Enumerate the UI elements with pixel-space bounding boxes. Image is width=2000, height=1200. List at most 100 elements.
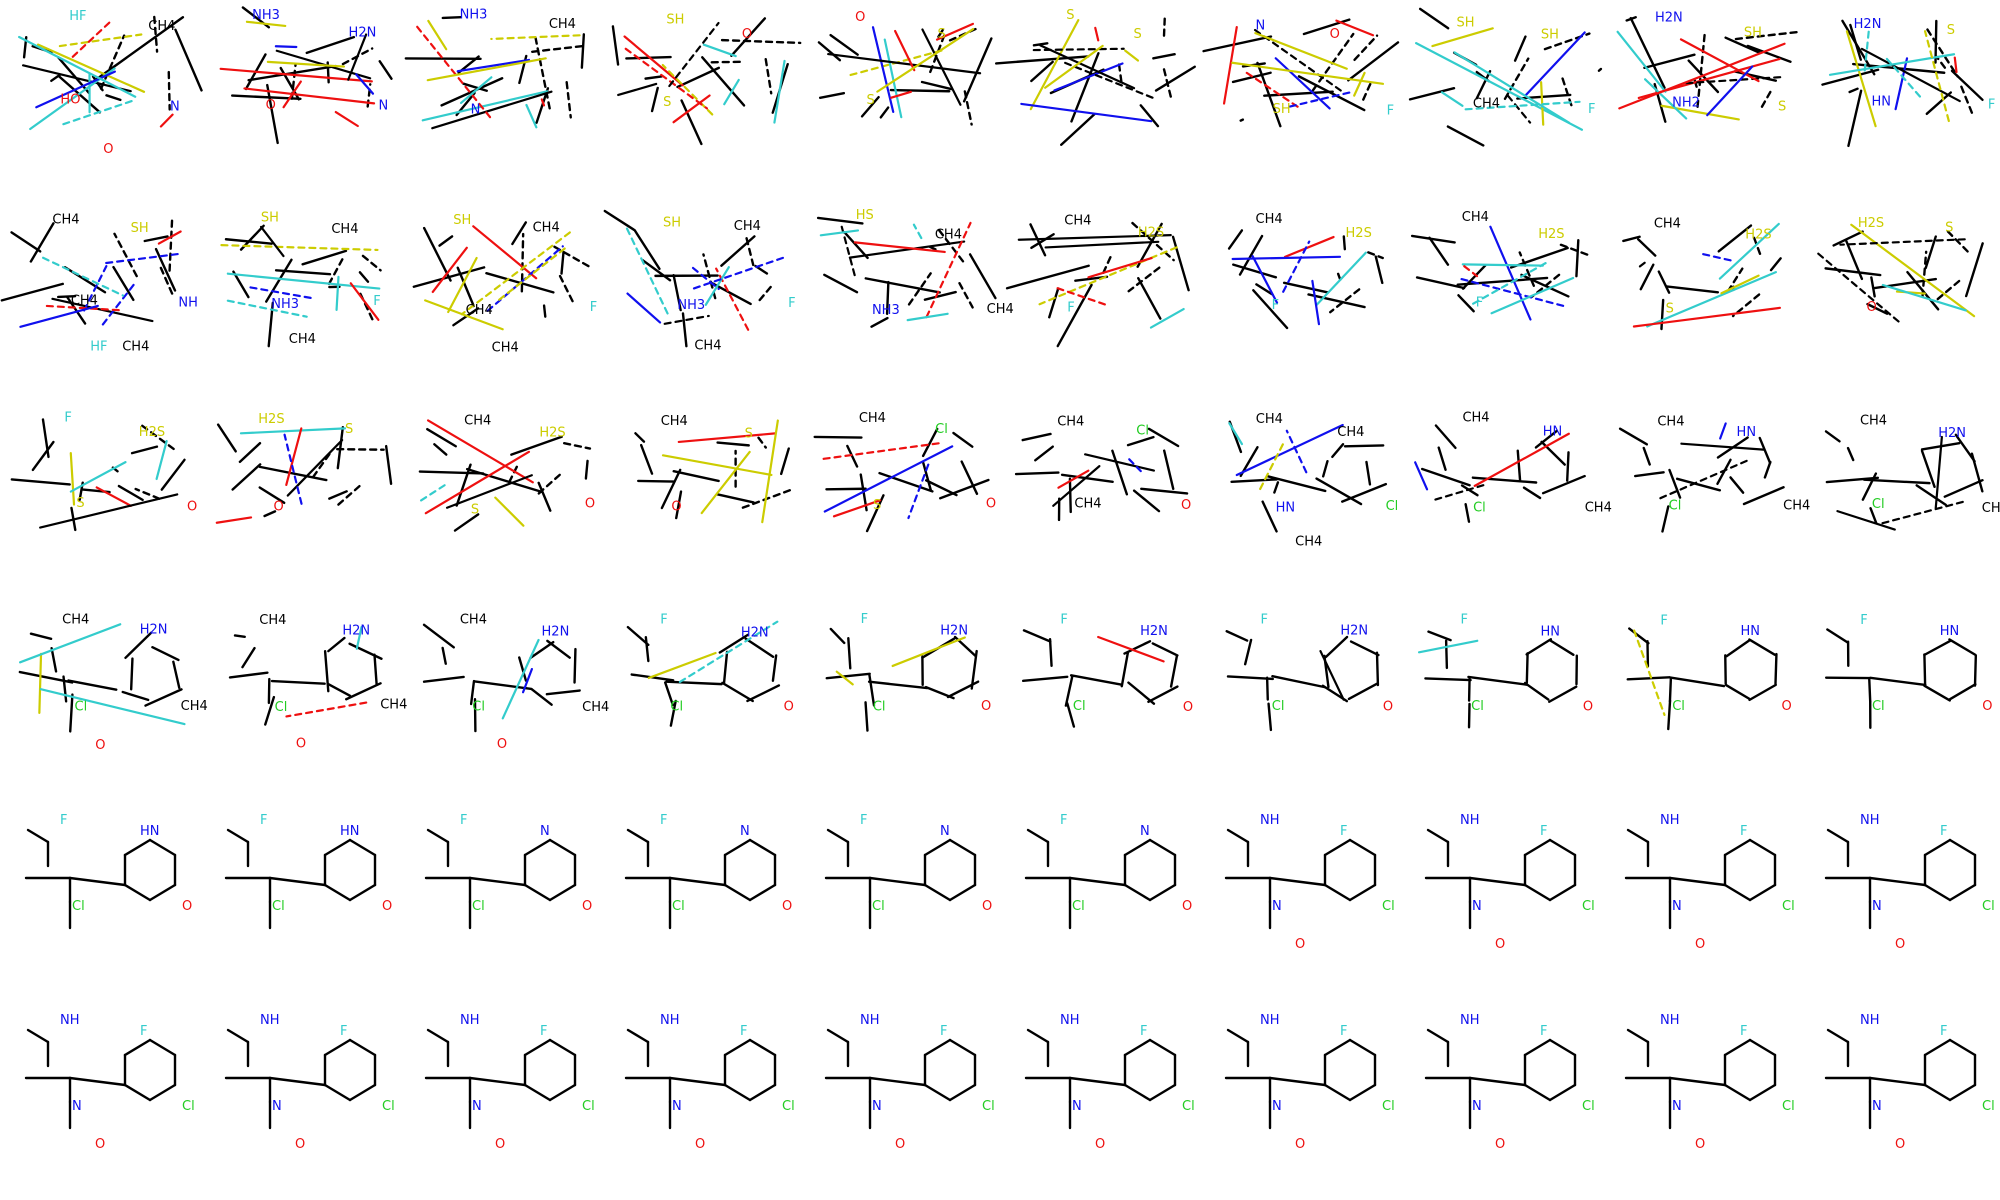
bond [923,1083,952,1102]
bond [334,110,359,128]
bond [864,277,941,294]
bond [1618,42,1786,110]
bond [1748,683,1777,702]
bond [10,478,71,486]
bond [1506,94,1532,124]
bond [1748,838,1777,857]
bond [104,252,179,265]
bond [1467,675,1529,686]
molecule-cell: N O SH F [1202,18,1400,128]
bond [1953,56,1958,74]
bond [702,43,737,58]
bond [668,21,720,88]
bond [637,479,676,483]
bond [1746,44,1792,63]
bond [924,685,955,700]
bond [62,675,68,703]
atom-label: CH4 [1657,414,1684,429]
bond [1825,476,1880,484]
bond [1948,683,1977,701]
bond [664,681,675,707]
bond [1347,682,1379,701]
bond [305,35,356,55]
bond [263,510,277,518]
bond [378,60,393,80]
bond [691,266,720,291]
atom-label: N [540,824,550,839]
atom-label: O [582,899,592,914]
bond [1066,702,1076,728]
atom-label: F [660,612,667,627]
bond [65,295,87,325]
bond [1056,283,1093,348]
atom-label: NH [460,1013,480,1028]
bond [1548,1038,1577,1057]
bond [864,701,869,732]
atom-label: HN [1940,624,1960,639]
molecule-cell: SH CH4 CH4 F CH4 [412,213,597,356]
bond [1748,1083,1777,1102]
bond [231,463,262,491]
bond [1667,699,1672,731]
bond [894,29,916,72]
bond [1622,235,1641,243]
atom-label: H2S [139,425,165,440]
bond [1866,302,1889,315]
bond [948,1038,977,1057]
bond [426,57,547,82]
bond [1097,635,1165,663]
bond [764,58,773,95]
atom-label: F [788,296,795,311]
atom-label: O [742,27,752,42]
bond [58,33,143,48]
molecule-cell: H2N SH NH2 S [1616,10,1803,123]
bond [112,265,135,302]
atom-label: CH4 [1295,534,1322,549]
bond [1053,62,1124,92]
bond [1102,252,1114,274]
bond [1226,1028,1250,1044]
atom-label: F [460,813,467,828]
bond [921,427,939,458]
atom-label: HF [69,9,86,24]
bond [144,688,183,707]
bond [525,103,538,129]
bond [1417,639,1479,654]
bond [1946,230,1970,254]
bond [723,1083,752,1102]
bond [1353,34,1379,62]
atom-label: Cl [872,899,885,914]
atom-label: NH [1460,1013,1480,1028]
atom-label: H2N [349,25,377,40]
molecule-cell: F H2N Cl O [825,612,991,732]
bond [1068,876,1127,887]
atom-label: O [782,899,792,914]
atom-label: Cl [382,1099,395,1114]
bond [533,33,551,110]
bond [285,427,303,487]
bond [1030,233,1055,250]
atom-label: CH4 [1982,501,2000,516]
bond [226,828,250,844]
bond [426,828,450,844]
bond [1362,78,1374,101]
atom-label: F [60,813,67,828]
bond [1148,883,1177,902]
bond [843,231,869,260]
atom-label: Cl [1473,501,1486,516]
bond [813,435,863,439]
bond [718,633,750,654]
bond [876,27,975,93]
bond [829,33,859,56]
bond [1769,257,1782,272]
atom-label: O [855,10,865,25]
bond [1626,676,1671,681]
bond [889,88,951,93]
atom-label: H2S [1538,227,1564,242]
molecule-cell: NH3 CH4 N [404,7,588,130]
bond [1632,306,1781,328]
bond [345,682,382,701]
bond [1638,259,1650,268]
bond [348,1083,377,1102]
bond [523,1083,552,1102]
